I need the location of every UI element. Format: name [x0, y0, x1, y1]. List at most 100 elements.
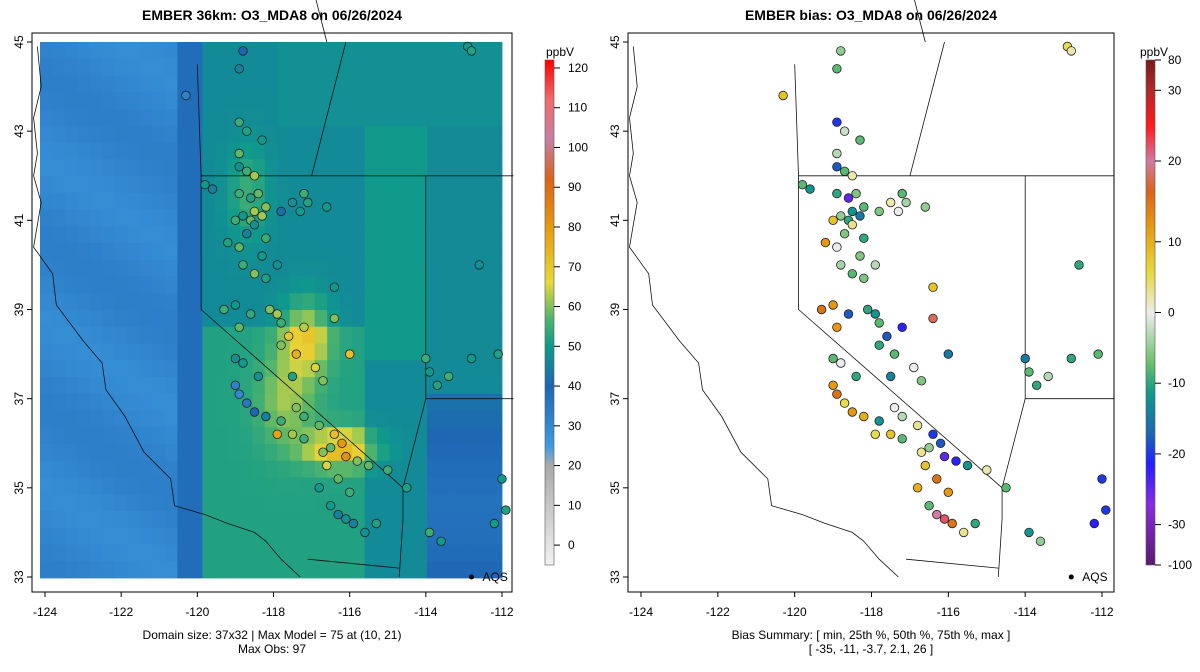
- grid-cell: [427, 142, 440, 160]
- grid-cell: [202, 92, 216, 110]
- grid-cell: [77, 377, 91, 395]
- grid-cell: [202, 326, 216, 344]
- grid-cell: [364, 561, 378, 579]
- grid-cell: [264, 92, 278, 110]
- grid-cell: [427, 494, 440, 512]
- coastline: [33, 46, 301, 578]
- grid-cell: [52, 477, 66, 495]
- grid-cell: [314, 427, 328, 445]
- obs-point: [444, 371, 454, 382]
- grid-cell: [377, 444, 391, 462]
- grid-cell: [364, 259, 378, 277]
- obs-point: [265, 304, 275, 315]
- grid-cell: [414, 427, 428, 445]
- grid-cell: [339, 42, 353, 60]
- grid-cell: [77, 159, 91, 177]
- grid-cell: [89, 326, 103, 344]
- bias-point: [859, 273, 869, 284]
- grid-cell: [139, 243, 153, 261]
- obs-point: [272, 429, 283, 440]
- grid-cell: [439, 58, 453, 76]
- grid-cell: [52, 58, 66, 76]
- grid-cell: [214, 75, 228, 93]
- grid-cell: [414, 527, 428, 545]
- grid-cell: [339, 377, 353, 395]
- right-colorbar-unit: ppbV: [1140, 45, 1168, 59]
- grid-cell: [277, 393, 291, 411]
- grid-cell: [427, 125, 440, 143]
- grid-cell: [289, 58, 303, 76]
- grid-cell: [452, 444, 465, 462]
- grid-cell: [189, 159, 203, 177]
- obs-point: [436, 536, 446, 547]
- obs-point: [234, 117, 244, 127]
- grid-cell: [189, 109, 203, 127]
- grid-cell: [152, 75, 166, 93]
- grid-cell: [277, 293, 291, 311]
- left-colorbar-ticks: 0 10 20 30 40 50 60 70 80 90 100 110 120: [554, 61, 588, 552]
- grid-cell: [427, 444, 440, 462]
- y-tick-label: 41: [608, 213, 622, 227]
- obs-point: [257, 135, 267, 145]
- grid-cell: [377, 226, 391, 244]
- y-tick-label: 35: [12, 481, 26, 495]
- grid-cell: [327, 544, 341, 562]
- grid-cell: [252, 142, 266, 160]
- grid-cell: [189, 427, 203, 445]
- grid-cell: [64, 293, 78, 311]
- grid-cell: [289, 75, 303, 93]
- grid-cell: [164, 192, 178, 210]
- grid-cell: [40, 561, 53, 579]
- grid-cell: [427, 326, 440, 344]
- grid-cell: [189, 326, 203, 344]
- grid-cell: [89, 544, 103, 562]
- grid-cell: [302, 527, 316, 545]
- grid-cell: [302, 444, 316, 462]
- grid-cell: [389, 427, 403, 445]
- obs-point: [474, 260, 484, 270]
- grid-cell: [252, 444, 266, 462]
- grid-cell: [464, 460, 478, 478]
- grid-cell: [364, 427, 378, 445]
- grid-cell: [164, 494, 178, 512]
- grid-cell: [152, 343, 166, 361]
- grid-cell: [414, 494, 428, 512]
- grid-cell: [152, 176, 166, 194]
- grid-cell: [127, 360, 141, 378]
- left-colorbar-tick-label: 90: [568, 180, 582, 194]
- grid-cell: [127, 393, 141, 411]
- grid-cell: [389, 377, 403, 395]
- y-tick-label: 33: [608, 570, 622, 584]
- left-footer-maxobs: Max Obs: 97: [238, 642, 306, 656]
- grid-cell: [40, 544, 53, 562]
- grid-cell: [114, 58, 128, 76]
- grid-cell: [89, 192, 103, 210]
- grid-cell: [352, 259, 366, 277]
- grid-cell: [427, 477, 440, 495]
- grid-cell: [252, 310, 266, 328]
- left-longitude-axis: -124 -122 -120 -118 -116 -114 -112: [33, 592, 514, 619]
- grid-cell: [64, 276, 78, 294]
- grid-cell: [89, 176, 103, 194]
- grid-cell: [102, 92, 116, 110]
- grid-cell: [402, 176, 415, 194]
- grid-cell: [227, 42, 241, 60]
- grid-cell: [302, 42, 316, 60]
- grid-cell: [40, 527, 53, 545]
- state-border: [906, 558, 999, 569]
- grid-cell: [452, 477, 465, 495]
- grid-cell: [377, 176, 391, 194]
- grid-cell: [314, 393, 328, 411]
- grid-cell: [464, 360, 478, 378]
- grid-cell: [402, 494, 415, 512]
- grid-cell: [464, 109, 478, 127]
- grid-cell: [414, 209, 428, 227]
- grid-cell: [289, 293, 303, 311]
- grid-cell: [289, 561, 303, 579]
- grid-cell: [452, 377, 465, 395]
- obs-point: [303, 197, 313, 208]
- obs-point: [276, 318, 286, 328]
- grid-cell: [152, 393, 166, 411]
- grid-cell: [177, 226, 191, 244]
- grid-cell: [414, 460, 428, 478]
